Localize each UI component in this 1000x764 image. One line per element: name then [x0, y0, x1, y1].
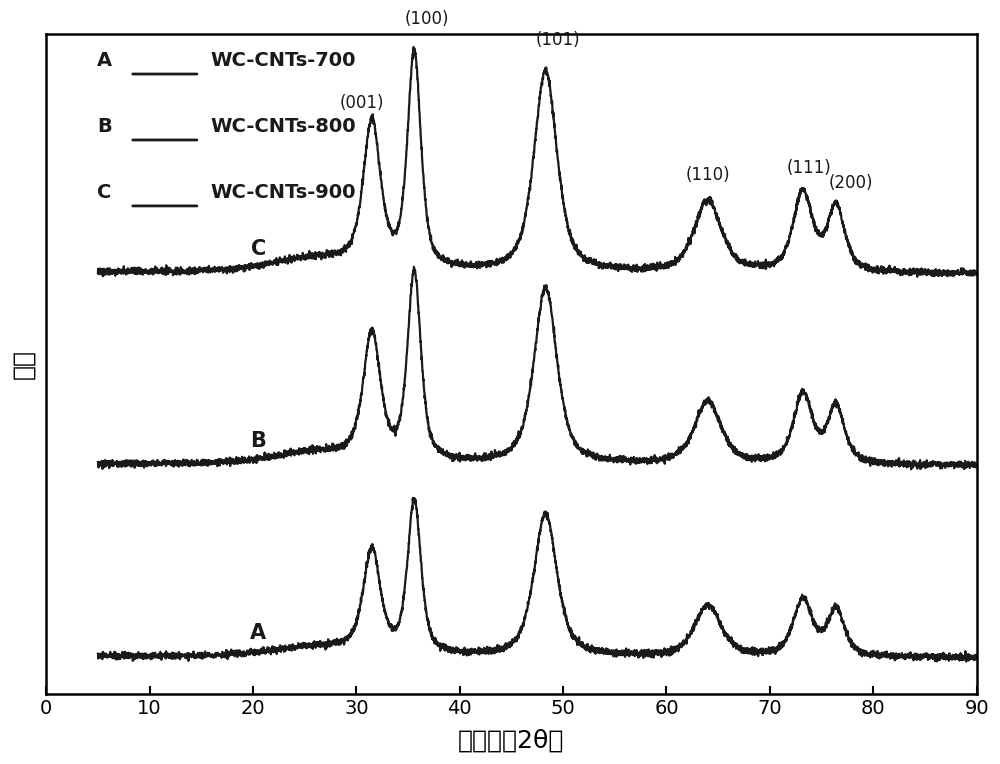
X-axis label: 角　度（2θ）: 角 度（2θ）	[458, 729, 565, 753]
Text: WC-CNTs-900: WC-CNTs-900	[211, 183, 356, 202]
Text: A: A	[97, 51, 113, 70]
Text: (100): (100)	[404, 11, 449, 28]
Text: B: B	[250, 431, 266, 451]
Text: WC-CNTs-800: WC-CNTs-800	[211, 117, 357, 136]
Text: B: B	[97, 117, 112, 136]
Text: C: C	[97, 183, 112, 202]
Text: (001): (001)	[339, 95, 384, 112]
Text: WC-CNTs-700: WC-CNTs-700	[211, 51, 356, 70]
Text: C: C	[251, 239, 266, 259]
Y-axis label: 强度: 强度	[11, 349, 35, 379]
Text: A: A	[250, 623, 266, 643]
Text: (200): (200)	[828, 173, 873, 192]
Text: (110): (110)	[685, 167, 730, 184]
Text: (101): (101)	[536, 31, 580, 49]
Text: (111): (111)	[787, 159, 831, 177]
